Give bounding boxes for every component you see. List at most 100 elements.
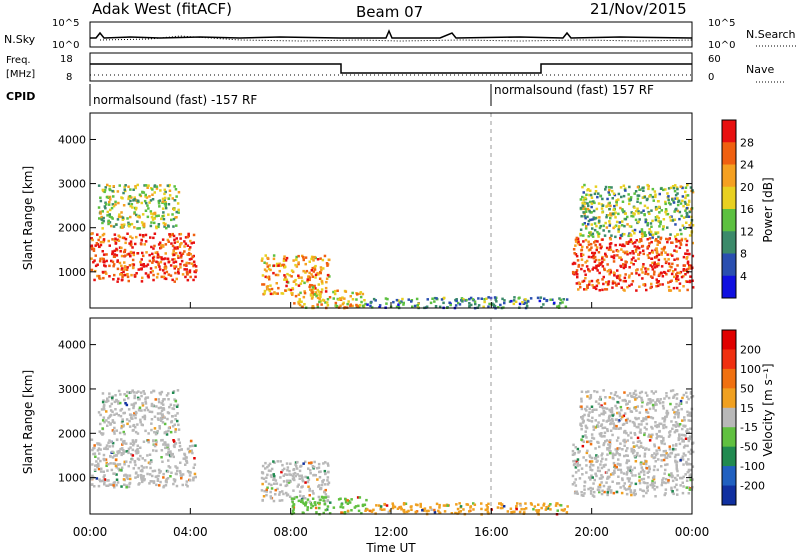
echo-cell [318,300,321,304]
echo-cell [263,289,267,293]
echo-cell [601,255,604,259]
echo-cell [311,256,315,259]
echo-cell [616,276,619,280]
echo-cell [117,201,120,205]
echo-cell [645,460,648,463]
echo-cell [111,445,115,448]
echo-cell [649,286,652,290]
echo-cell [584,261,587,264]
echo-cell [168,235,172,238]
echo-cell [167,392,170,395]
echo-cell [669,186,673,190]
echo-cell [577,288,580,291]
echo-cell [571,262,575,266]
nsearch-tick-bottom: 10^0 [708,40,735,51]
echo-cell [122,451,125,455]
echo-cell [465,298,468,302]
echo-cell [144,429,147,433]
echo-cell [589,439,593,443]
echo-cell [687,267,690,271]
echo-cell [187,253,190,256]
echo-cell [90,232,93,236]
echo-cell [542,303,545,306]
echo-cell [627,480,631,483]
echo-cell [158,241,162,244]
echo-cell [123,460,126,464]
echo-cell [674,459,677,462]
echo-cell [669,402,672,406]
echo-cell [310,257,313,261]
echo-cell [311,286,315,289]
echo-cell [632,441,635,444]
echo-cell [618,412,622,415]
freq-tick-top: 18 [60,54,73,65]
echo-cell [111,260,115,264]
echo-cell [141,190,144,194]
echo-cell [185,268,188,271]
echo-cell [492,303,496,307]
echo-cell [123,483,126,486]
echo-cell [642,249,645,252]
echo-cell [322,511,325,515]
echo-cell [606,419,610,422]
echo-cell [665,260,668,264]
echo-cell [129,446,132,449]
echo-cell [173,280,176,283]
echo-cell [598,262,601,265]
echo-cell [659,237,662,241]
echo-cell [662,407,665,410]
echo-cell [667,187,671,190]
echo-cell [619,442,622,445]
echo-cell [584,424,588,428]
echo-cell [414,503,418,506]
echo-cell [314,276,317,279]
echo-cell [157,400,161,404]
echo-cell [494,298,497,301]
echo-cell [685,221,688,224]
y-tick-label: 3000 [58,383,86,396]
echo-cell [600,454,603,457]
echo-cell [633,228,637,232]
echo-cell [161,238,165,241]
echo-cell [605,481,608,484]
echo-cell [621,220,624,223]
echo-cell [586,215,589,219]
echo-cell [139,391,143,394]
nsky-panel: N.Sky 10^5 10^0 10^5 10^0 N.Search [4,18,796,51]
echo-cell [486,510,490,514]
echo-cell [92,447,95,450]
echo-cell [636,451,639,455]
echo-cell [173,241,177,244]
echo-cell [609,442,612,445]
echo-cell [186,235,189,239]
echo-cell [671,198,674,201]
echo-cell [571,449,575,453]
echo-cell [115,223,118,226]
echo-cell [630,258,634,261]
echo-cell [484,508,487,512]
echo-cell [189,246,192,249]
echo-cell [121,236,125,240]
echo-cell [514,300,518,303]
echo-cell [143,392,146,395]
echo-cell [135,235,138,239]
echo-cell [656,243,659,246]
echo-cell [662,458,666,462]
echo-cell [267,469,271,472]
echo-cell [120,278,124,282]
echo-cell [512,299,516,302]
echo-cell [596,240,599,243]
echo-cell [622,266,626,270]
echo-cell [689,392,693,395]
echo-cell [93,259,96,262]
echo-cell [167,260,170,264]
echo-cell [101,433,104,436]
echo-cell [272,254,276,257]
echo-cell [179,461,182,464]
echo-cell [152,439,155,442]
echo-cell [604,221,607,225]
echo-cell [167,398,170,401]
echo-cell [297,254,300,258]
echo-cell [113,249,116,253]
echo-cell [168,194,172,197]
